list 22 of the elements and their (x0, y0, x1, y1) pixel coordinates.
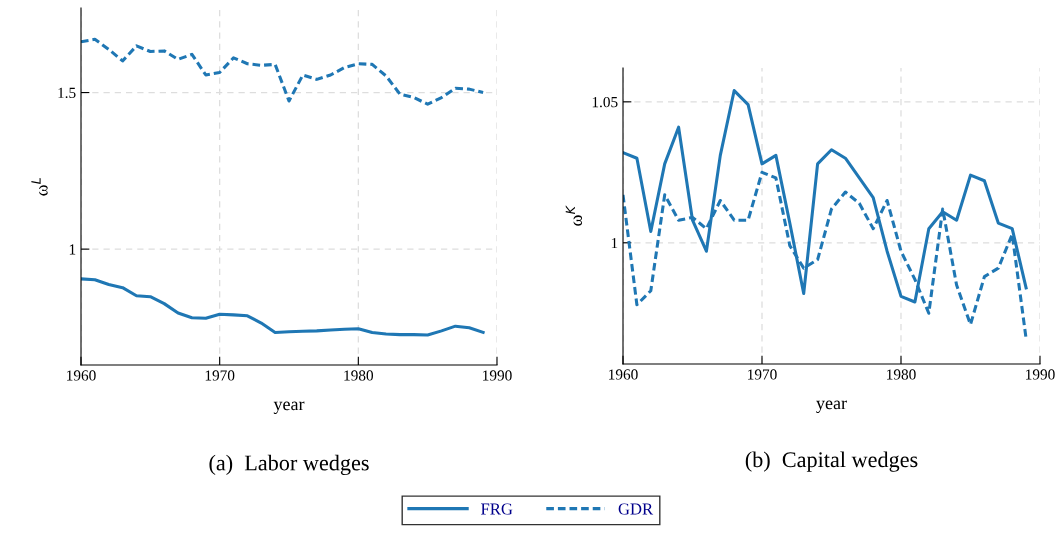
y-tick-label: 1 (611, 238, 618, 249)
x-tick-label: 1960 (67, 370, 96, 381)
x-tick-label: 1990 (483, 370, 512, 381)
y-tick-label: 1.5 (58, 87, 76, 99)
x-tick-label: 1990 (1026, 369, 1055, 380)
line-series (81, 37, 485, 106)
legend-label: FRG (481, 503, 513, 515)
line-series (81, 277, 485, 337)
x-tick-label: 1980 (887, 369, 916, 380)
x-axis-title: year (273, 401, 305, 414)
text: (a) Labor wedges (209, 454, 369, 476)
x-axis-title: year (816, 400, 847, 413)
y-axis-title: ω$^{L}$ (31, 178, 48, 196)
y-axis-title: ω$^{K}$ (565, 205, 583, 226)
y-tick-label: 1 (69, 244, 76, 255)
x-tick-label: 1970 (205, 370, 235, 381)
x-tick-label: 1980 (344, 370, 374, 381)
legend-label: GDR (618, 503, 654, 515)
y-tick-label: 1.05 (592, 96, 618, 108)
text: (b) Capital wedges (745, 451, 918, 472)
x-tick-label: 1960 (609, 369, 638, 380)
x-tick-label: 1970 (748, 369, 777, 380)
